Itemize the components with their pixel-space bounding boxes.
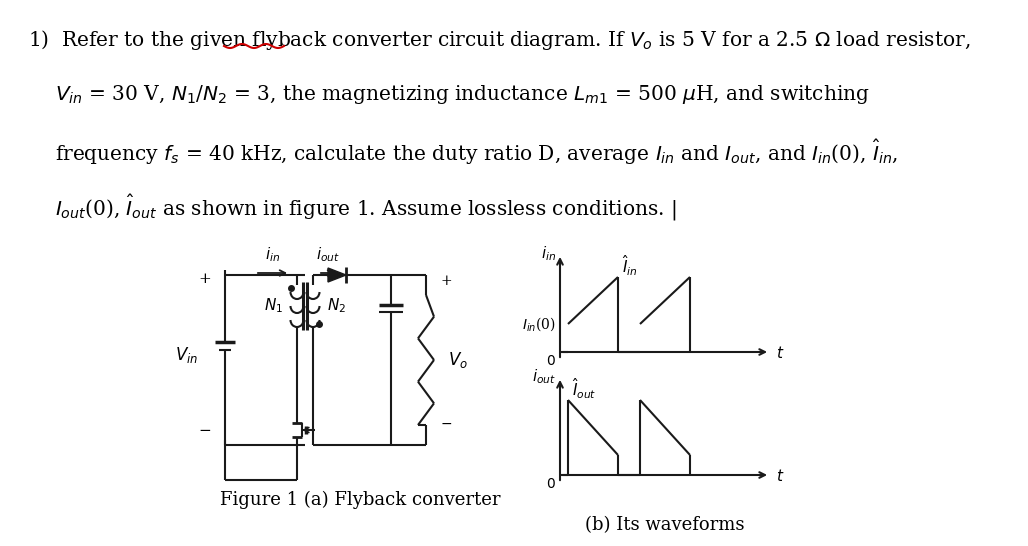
Text: frequency $f_s$ = 40 kHz, calculate the duty ratio D, average $I_{in}$ and $I_{o: frequency $f_s$ = 40 kHz, calculate the … [56,138,898,167]
Text: (b) Its waveforms: (b) Its waveforms [585,516,744,534]
Text: $I_{out}$(0), $\hat{I}_{out}$ as shown in figure 1. Assume lossless conditions. : $I_{out}$(0), $\hat{I}_{out}$ as shown i… [56,193,676,223]
Text: $\hat{I}_{out}$: $\hat{I}_{out}$ [572,376,596,401]
Text: $N_2$: $N_2$ [327,296,346,316]
Text: $i_{in}$: $i_{in}$ [265,245,280,264]
Text: $0$: $0$ [546,477,556,491]
Text: $t$: $t$ [776,468,784,484]
Text: +: + [198,272,212,286]
Text: $V_{in}$ = 30 V, $N_1$/$N_2$ = 3, the magnetizing inductance $L_{m1}$ = 500 $\mu: $V_{in}$ = 30 V, $N_1$/$N_2$ = 3, the ma… [56,83,870,106]
Text: $V_o$: $V_o$ [448,350,468,370]
Text: $i_{out}$: $i_{out}$ [531,367,556,387]
Text: $0$: $0$ [546,354,556,368]
Text: $-$: $-$ [440,416,452,430]
Text: +: + [440,274,451,288]
Text: Figure 1 (a) Flyback converter: Figure 1 (a) Flyback converter [220,491,501,509]
Text: 1)  Refer to the given flyback converter circuit diagram. If $V_o$ is 5 V for a : 1) Refer to the given flyback converter … [28,28,970,52]
Text: $V_{in}$: $V_{in}$ [176,345,198,365]
Polygon shape [328,268,346,282]
Text: $t$: $t$ [776,345,784,361]
Text: $i_{in}$: $i_{in}$ [541,245,556,263]
Text: $i_{out}$: $i_{out}$ [316,245,340,264]
Text: $-$: $-$ [198,422,212,436]
Text: $N_1$: $N_1$ [264,296,283,316]
Text: $\hat{I}_{in}$: $\hat{I}_{in}$ [622,253,637,278]
Text: $I_{in}$(0): $I_{in}$(0) [522,315,556,333]
